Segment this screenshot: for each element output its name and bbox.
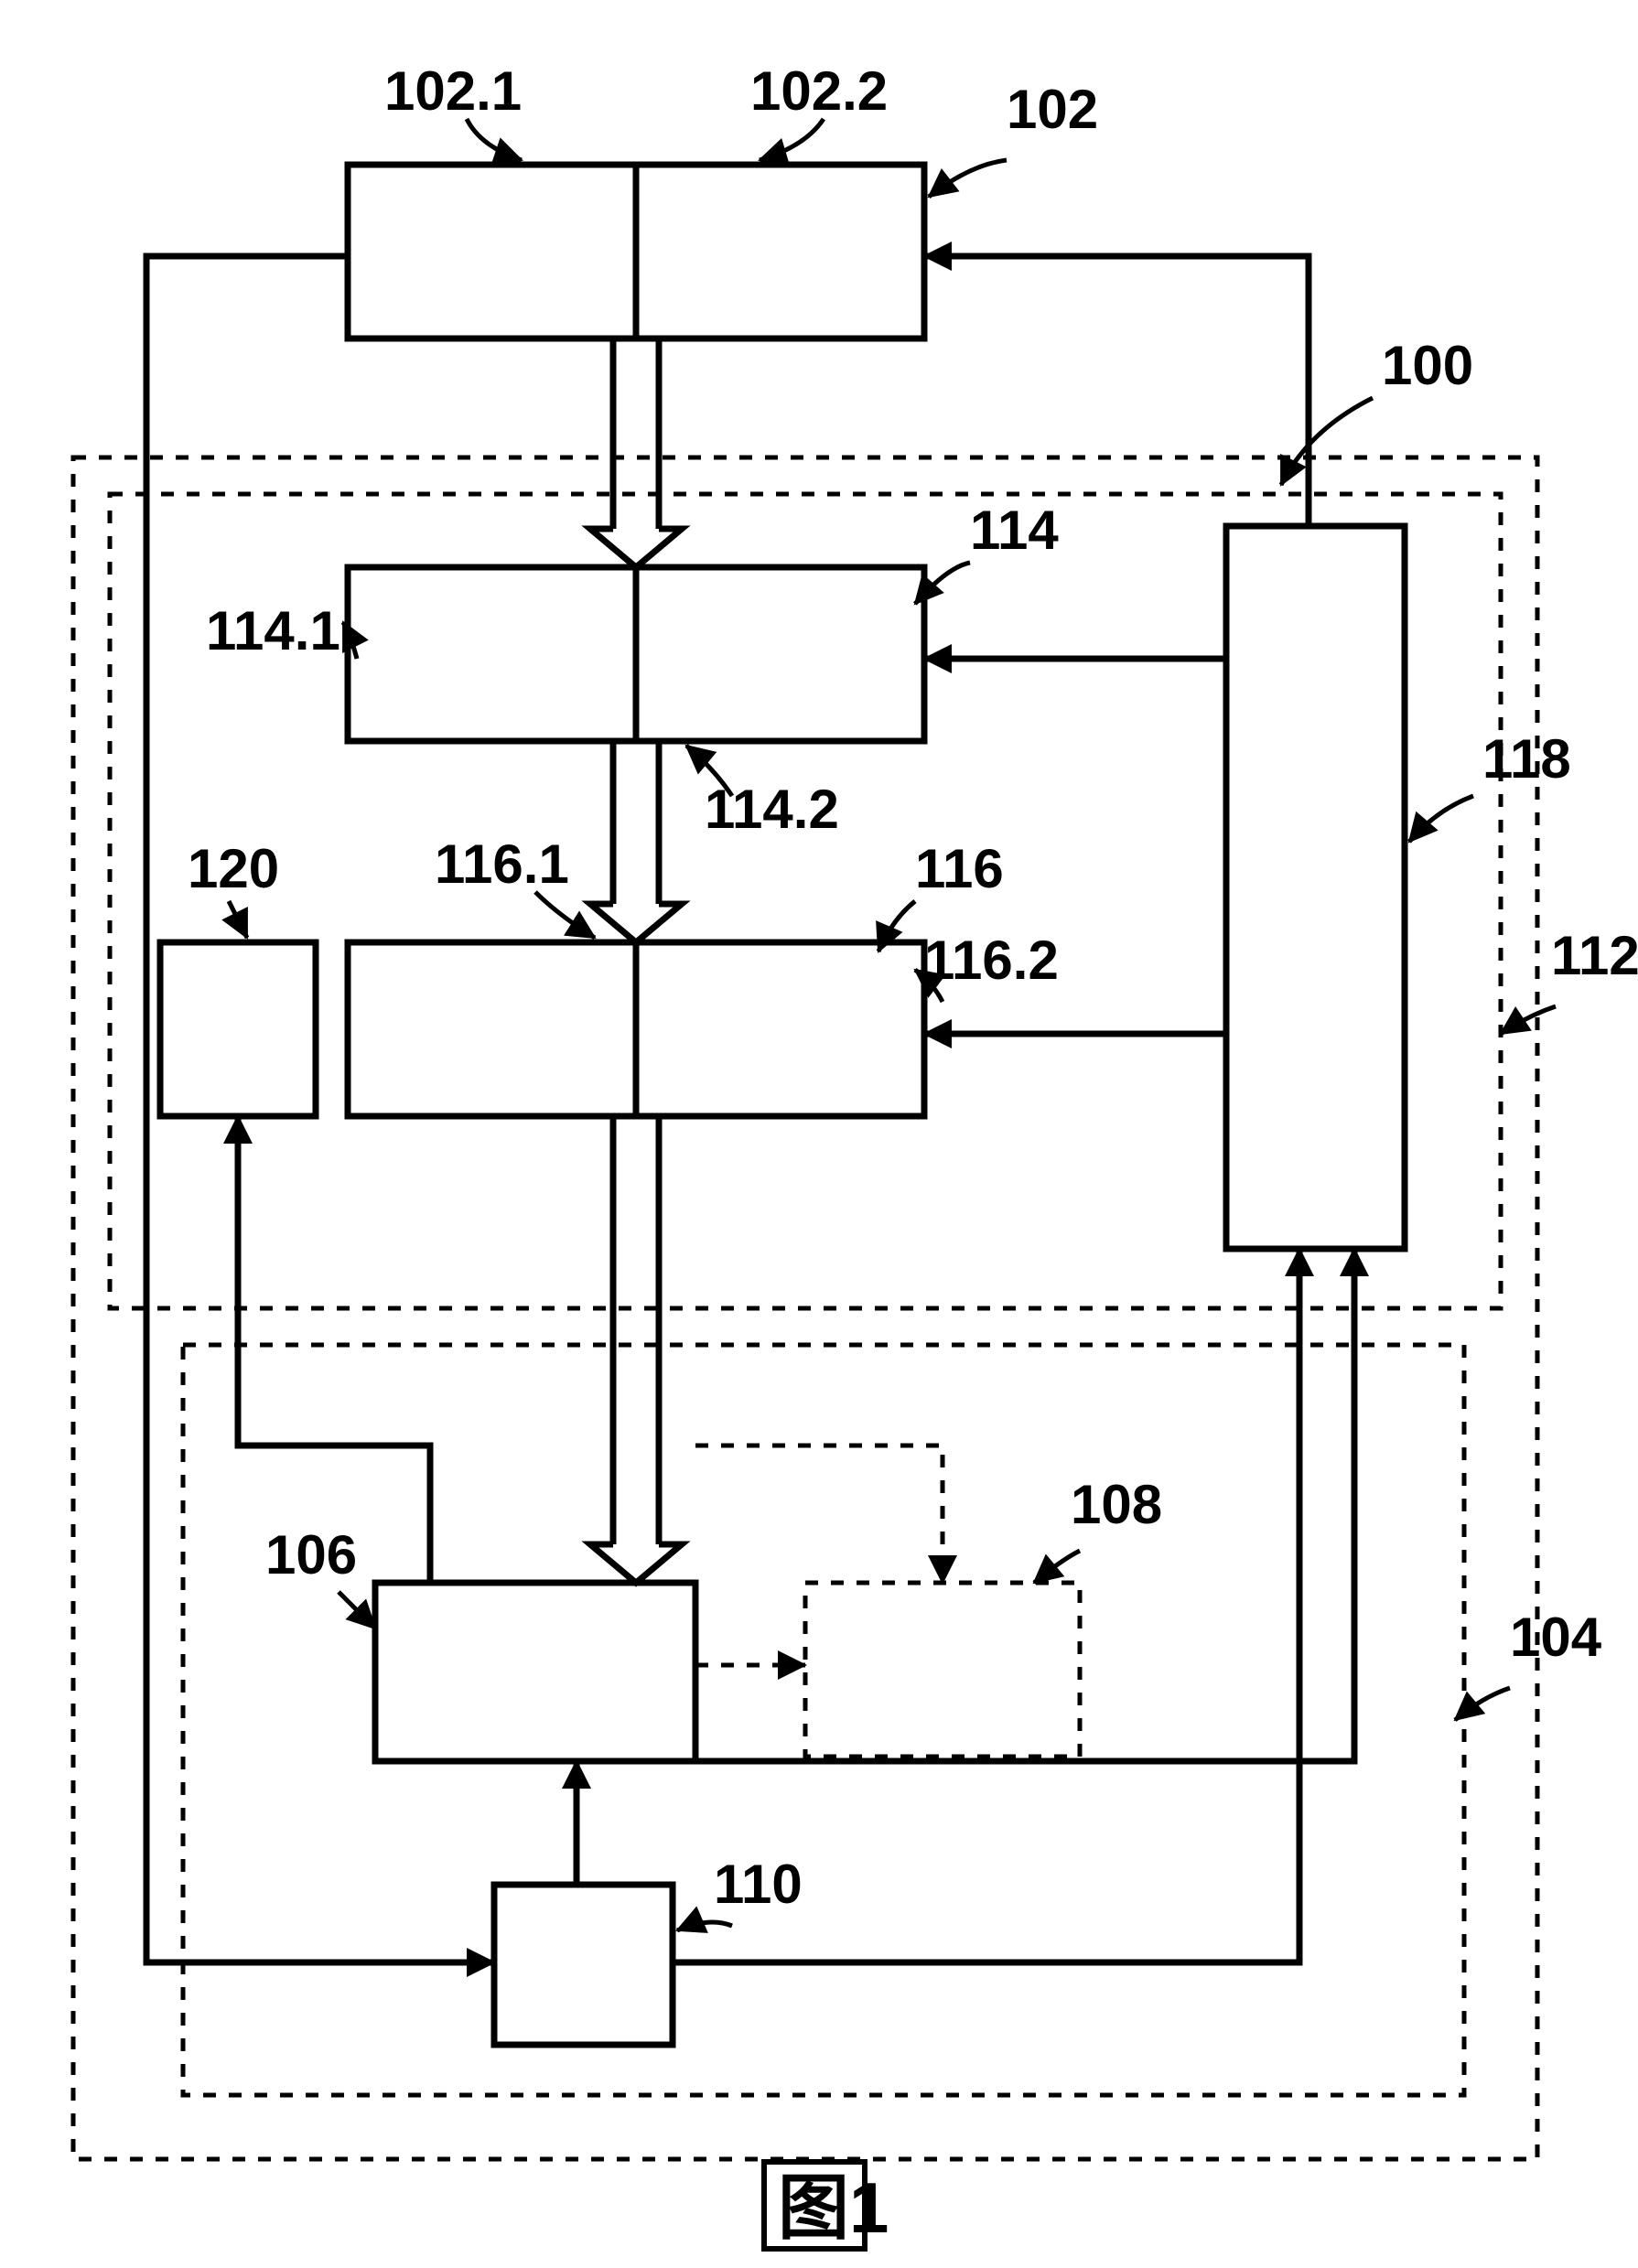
label-l100: 100 (1382, 335, 1473, 396)
label-pointer (760, 119, 824, 160)
label-l102_2: 102.2 (750, 60, 888, 122)
label-l102_1: 102.1 (384, 60, 522, 122)
label-pointer (535, 892, 595, 938)
label-l116_1: 116.1 (435, 833, 569, 895)
arrow (238, 1116, 430, 1583)
arrow (695, 1249, 1354, 1761)
block-b102_1 (348, 165, 636, 339)
block-b120 (160, 942, 316, 1116)
block-b110 (494, 1885, 673, 2045)
label-l114_1: 114.1 (206, 600, 340, 661)
label-pointer (339, 1592, 375, 1628)
block-b114_1 (348, 567, 636, 741)
label-pointer (229, 901, 247, 938)
label-pointer (467, 119, 522, 160)
arrow (924, 256, 1309, 526)
block-b114_2 (636, 567, 924, 741)
dashed-arrow (695, 1446, 943, 1583)
double-arrow (590, 339, 682, 567)
label-pointer (1501, 1006, 1556, 1034)
label-l114_2: 114.2 (705, 779, 839, 840)
label-l116_2: 116.2 (924, 930, 1059, 991)
label-l106: 106 (265, 1524, 357, 1585)
label-l102: 102 (1007, 79, 1098, 140)
figure-caption: 图1 (778, 2167, 889, 2248)
label-l118: 118 (1482, 728, 1571, 790)
block-b116_1 (348, 942, 636, 1116)
label-l112: 112 (1551, 925, 1638, 986)
label-l120: 120 (188, 838, 279, 899)
label-pointer (677, 1922, 732, 1930)
double-arrow (590, 1116, 682, 1583)
label-l110: 110 (714, 1854, 803, 1915)
label-pointer (1281, 398, 1373, 485)
block-b118 (1226, 526, 1405, 1249)
block-b102_2 (636, 165, 924, 339)
label-pointer (1034, 1551, 1080, 1583)
block-b116_2 (636, 942, 924, 1116)
label-l104: 104 (1510, 1607, 1602, 1668)
label-l114: 114 (970, 500, 1059, 561)
label-pointer (1409, 796, 1473, 842)
label-l116: 116 (915, 838, 1004, 899)
block-108 (805, 1583, 1080, 1757)
label-pointer (929, 160, 1007, 197)
block-b106 (375, 1583, 695, 1761)
double-arrow (590, 741, 682, 942)
label-l108: 108 (1071, 1474, 1162, 1535)
